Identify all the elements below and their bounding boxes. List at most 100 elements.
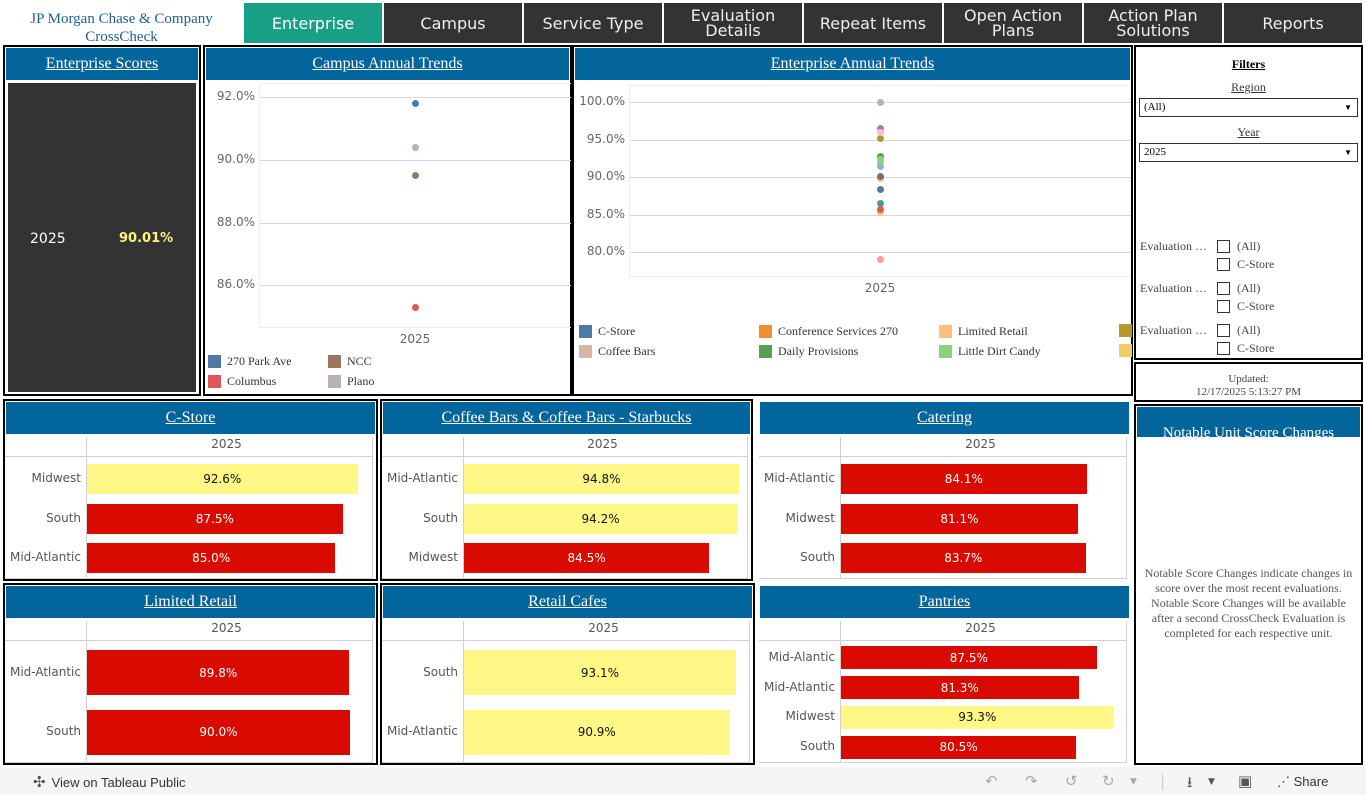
- score-bar[interactable]: 81.1%: [841, 503, 1078, 534]
- data-point[interactable]: [876, 129, 884, 137]
- data-point[interactable]: [876, 206, 884, 214]
- service-type-panel: Retail Cafes 2025 South 93.1% Mid-Atlantic 90…: [380, 583, 755, 765]
- data-point[interactable]: [876, 163, 884, 171]
- score-bar[interactable]: 90.0%: [87, 709, 350, 755]
- legend-item[interactable]: Little Dirt Candy: [939, 344, 1041, 359]
- service-type-panel: Limited Retail 2025 Mid-Atlantic 89.8% South…: [3, 583, 378, 765]
- filter-checkbox[interactable]: [1217, 281, 1230, 295]
- service-type-title[interactable]: C-Store: [6, 402, 375, 434]
- nav-tab-action-plan-solutions[interactable]: Action Plan Solutions: [1084, 3, 1222, 43]
- year-select[interactable]: 2025 ▼: [1139, 143, 1358, 162]
- divider: [463, 437, 464, 579]
- score-bar[interactable]: 94.8%: [464, 463, 739, 494]
- score-value[interactable]: 90.01%: [119, 231, 174, 246]
- bar-value-label: 94.2%: [581, 511, 620, 526]
- data-point[interactable]: [411, 100, 419, 108]
- redo-icon[interactable]: ↷: [1025, 772, 1038, 790]
- legend-label: Limited Retail: [958, 324, 1028, 338]
- score-bar[interactable]: 81.3%: [841, 676, 1079, 700]
- data-point[interactable]: [876, 200, 884, 208]
- score-bar[interactable]: 87.5%: [87, 503, 343, 534]
- service-type-title[interactable]: Retail Cafes: [383, 586, 752, 618]
- nav-tab-enterprise[interactable]: Enterprise: [244, 3, 382, 43]
- score-bar[interactable]: 90.9%: [464, 709, 730, 755]
- data-point[interactable]: [876, 98, 884, 106]
- data-point[interactable]: [876, 124, 884, 132]
- divider: [382, 640, 749, 641]
- legend-item[interactable]: [1119, 344, 1138, 357]
- nav-tab-open-action-plans[interactable]: Open Action Plans: [944, 3, 1082, 43]
- service-type-title[interactable]: Pantries: [760, 586, 1129, 618]
- data-point[interactable]: [876, 134, 884, 142]
- legend-swatch: [208, 355, 221, 368]
- service-type-title[interactable]: Catering: [760, 402, 1129, 434]
- data-point[interactable]: [876, 172, 884, 180]
- divider: [5, 762, 372, 763]
- score-bar[interactable]: 85.0%: [87, 543, 336, 574]
- filter-checkbox[interactable]: [1217, 323, 1230, 337]
- data-point[interactable]: [411, 303, 419, 311]
- top-navigation: Enterprise Campus Service Type Evaluation D…: [244, 3, 1364, 43]
- score-bar[interactable]: 89.8%: [87, 650, 350, 696]
- column-header: 2025: [211, 621, 242, 635]
- score-bar[interactable]: 83.7%: [841, 543, 1086, 574]
- revert-icon[interactable]: ↺: [1065, 772, 1078, 790]
- enterprise-annual-trends-title[interactable]: Enterprise Annual Trends: [575, 48, 1130, 80]
- data-point[interactable]: [876, 155, 884, 163]
- divider: [840, 621, 841, 763]
- legend-item[interactable]: 270 Park Ave: [208, 354, 291, 369]
- refresh-dropdown-icon[interactable]: ▼: [1130, 777, 1137, 787]
- legend-item[interactable]: Coffee Bars: [579, 344, 655, 359]
- evaluation-filter-group: Evaluation … (All) C-Store: [1140, 237, 1274, 273]
- data-point[interactable]: [876, 256, 884, 264]
- undo-icon[interactable]: ↶: [985, 772, 998, 790]
- enterprise-scores-title[interactable]: Enterprise Scores: [6, 48, 198, 80]
- download-icon[interactable]: ⭳: [1187, 773, 1193, 791]
- nav-tab-campus[interactable]: Campus: [384, 3, 522, 43]
- score-bar[interactable]: 80.5%: [841, 735, 1077, 759]
- filter-checkbox[interactable]: [1217, 299, 1230, 313]
- fullscreen-icon[interactable]: ▣: [1238, 772, 1253, 790]
- score-bar[interactable]: 87.5%: [841, 646, 1097, 670]
- legend-item[interactable]: Columbus: [208, 374, 276, 389]
- legend-item[interactable]: Conference Services 270: [759, 324, 898, 339]
- score-bar[interactable]: 93.3%: [841, 705, 1114, 729]
- tableau-logo-icon: ✣: [33, 774, 46, 791]
- legend-item[interactable]: NCC: [328, 354, 372, 369]
- share-button[interactable]: ⋰ Share: [1277, 774, 1328, 790]
- service-type-title[interactable]: Limited Retail: [6, 586, 375, 618]
- nav-tab-repeat-items[interactable]: Repeat Items: [804, 3, 942, 43]
- campus-annual-trends-title[interactable]: Campus Annual Trends: [206, 48, 569, 80]
- service-type-title[interactable]: Coffee Bars & Coffee Bars - Starbucks: [383, 402, 750, 434]
- nav-tab-service-type[interactable]: Service Type: [524, 3, 662, 43]
- score-bar[interactable]: 92.6%: [87, 463, 358, 494]
- filter-checkbox[interactable]: [1217, 257, 1230, 271]
- data-point[interactable]: [876, 185, 884, 193]
- region-label: South: [46, 724, 81, 739]
- nav-tab-reports[interactable]: Reports: [1224, 3, 1362, 43]
- download-dropdown-icon[interactable]: ▼: [1208, 777, 1215, 787]
- score-bar[interactable]: 84.5%: [464, 543, 710, 574]
- legend-item[interactable]: Plano: [328, 374, 374, 389]
- score-bar[interactable]: 84.1%: [841, 463, 1087, 494]
- data-point[interactable]: [411, 143, 419, 151]
- legend-item[interactable]: [1119, 324, 1138, 337]
- score-bar[interactable]: 94.2%: [464, 503, 738, 534]
- checkbox-label: C-Store: [1237, 340, 1275, 355]
- legend-item[interactable]: C-Store: [579, 324, 635, 339]
- legend-label: C-Store: [598, 324, 636, 338]
- bar-value-label: 81.1%: [940, 511, 979, 526]
- legend-swatch: [759, 325, 772, 338]
- dropdown-caret-icon: ▼: [1344, 148, 1352, 157]
- score-bar[interactable]: 93.1%: [464, 650, 736, 696]
- legend-item[interactable]: Limited Retail: [939, 324, 1028, 339]
- nav-tab-evaluation-details[interactable]: Evaluation Details: [664, 3, 802, 43]
- legend-item[interactable]: Daily Provisions: [759, 344, 858, 359]
- data-point[interactable]: [411, 172, 419, 180]
- filter-checkbox[interactable]: [1217, 341, 1230, 355]
- refresh-icon[interactable]: ↻: [1102, 772, 1115, 790]
- legend-swatch: [328, 375, 341, 388]
- filter-checkbox[interactable]: [1217, 239, 1230, 253]
- region-select[interactable]: (All) ▼: [1139, 98, 1358, 117]
- view-on-tableau-link[interactable]: ✣ View on Tableau Public: [33, 773, 186, 791]
